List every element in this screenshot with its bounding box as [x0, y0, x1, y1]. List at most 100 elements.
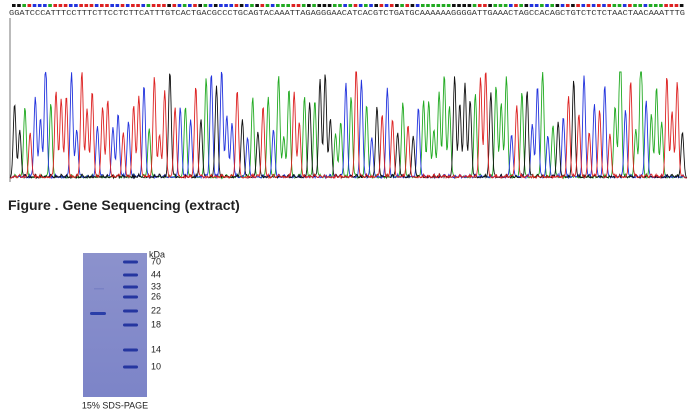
base-cell	[452, 4, 456, 7]
trace	[10, 71, 687, 180]
base-cell	[27, 4, 32, 7]
base-cell	[669, 4, 674, 7]
base-cell	[431, 4, 435, 7]
base-cell	[239, 4, 244, 7]
base-cell	[270, 4, 275, 7]
base-cell	[581, 4, 586, 7]
trace	[9, 71, 687, 180]
base-cell	[146, 4, 151, 7]
base-cell	[653, 4, 658, 7]
base-cell	[58, 4, 63, 7]
ladder	[123, 260, 138, 369]
base-cell	[37, 4, 42, 7]
base-cell	[488, 4, 492, 7]
base-cell	[477, 4, 482, 7]
base-cell	[426, 4, 430, 7]
base-cell	[550, 4, 555, 7]
base-cell	[265, 4, 270, 7]
base-cell	[317, 4, 322, 7]
base-cell	[43, 4, 47, 7]
base-cell	[633, 4, 637, 7]
base-cell	[234, 4, 239, 7]
ladder-band	[123, 348, 138, 352]
base-cell	[224, 4, 228, 7]
base-cell	[420, 4, 425, 7]
marker-label: 14	[151, 344, 161, 354]
base-cell	[529, 4, 534, 7]
base-cell	[612, 4, 617, 7]
base-cell	[364, 4, 368, 7]
base-cell	[576, 4, 580, 7]
base-cell	[389, 4, 394, 7]
base-cell	[545, 4, 549, 7]
base-cell	[679, 4, 684, 7]
base-cell	[301, 4, 306, 7]
base-cell	[94, 4, 99, 7]
ladder-band	[123, 365, 138, 369]
base-cell	[596, 4, 601, 7]
base-cell	[446, 4, 451, 7]
base-cell	[167, 4, 171, 7]
marker-label: 18	[151, 319, 161, 329]
base-cell	[208, 4, 213, 7]
marker-label: 33	[151, 281, 161, 291]
base-cell	[628, 4, 632, 7]
faint-band	[94, 288, 104, 290]
base-cell	[136, 4, 140, 7]
base-cell	[586, 4, 591, 7]
ladder-band	[123, 323, 138, 327]
base-cell	[555, 4, 560, 7]
ladder-band	[123, 260, 138, 264]
base-cell	[229, 4, 234, 7]
base-cell	[322, 4, 327, 7]
marker-label: 22	[151, 305, 161, 315]
base-cell	[162, 4, 166, 7]
base-cell	[172, 4, 177, 7]
base-cell	[53, 4, 58, 7]
traces	[9, 71, 688, 180]
ladder-band	[123, 273, 138, 277]
base-cell	[602, 4, 606, 7]
base-cell	[84, 4, 89, 7]
base-cell	[467, 4, 472, 7]
base-cell	[534, 4, 539, 7]
base-cell	[457, 4, 461, 7]
base-cell	[68, 4, 73, 7]
base-cell	[374, 4, 379, 7]
base-cell	[12, 4, 16, 7]
base-cell	[571, 4, 575, 7]
base-cell	[244, 4, 249, 7]
base-cell	[503, 4, 508, 7]
base-cell	[286, 4, 291, 7]
base-cell	[141, 4, 146, 7]
base-cell	[395, 4, 399, 7]
base-cell	[250, 4, 254, 7]
base-cell	[384, 4, 389, 7]
base-cell	[674, 4, 679, 7]
base-cell	[607, 4, 611, 7]
base-cell	[89, 4, 94, 7]
base-cell	[483, 4, 487, 7]
base-cell	[105, 4, 109, 7]
base-cell	[276, 4, 280, 7]
base-cell	[131, 4, 135, 7]
base-cell	[291, 4, 296, 7]
base-cell	[560, 4, 565, 7]
base-cell	[327, 4, 332, 7]
base-cell	[219, 4, 223, 7]
base-cell	[498, 4, 503, 7]
base-cell	[74, 4, 78, 7]
base-cell	[436, 4, 441, 7]
base-cell	[400, 4, 404, 7]
base-cell	[622, 4, 627, 7]
base-cell	[100, 4, 104, 7]
base-cell	[508, 4, 513, 7]
base-cell	[125, 4, 130, 7]
base-cell	[415, 4, 420, 7]
base-cell	[151, 4, 156, 7]
base-cell	[441, 4, 446, 7]
base-cell	[348, 4, 353, 7]
base-cell	[48, 4, 52, 7]
